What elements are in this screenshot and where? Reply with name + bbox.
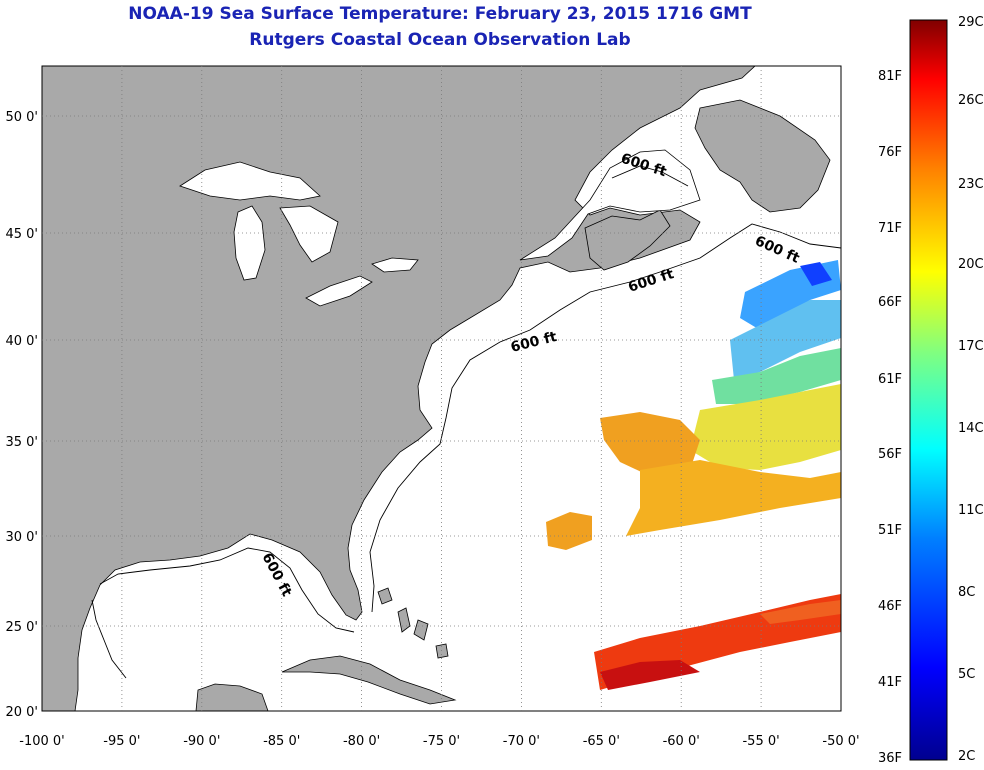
colorbar-fahrenheit-labels: 81F 76F 71F 66F 61F 56F 51F 46F 41F 36F: [878, 69, 902, 766]
colorbar-fahrenheit-label: 76F: [878, 145, 902, 160]
colorbar-celsius-label: 14C: [958, 421, 984, 436]
sst-swath-middle: [546, 412, 841, 550]
lake-erie: [305, 275, 373, 307]
latitude-tick-label: 50 0': [5, 110, 38, 125]
colorbar-fahrenheit-label: 36F: [878, 751, 902, 766]
longitude-tick-label: -80 0': [343, 734, 380, 749]
colorbar-celsius-label: 11C: [958, 503, 984, 518]
colorbar-celsius-label: 29C: [958, 15, 984, 30]
map-title: NOAA-19 Sea Surface Temperature: Februar…: [128, 4, 752, 24]
longitude-tick-label: -50 0': [822, 734, 859, 749]
colorbar-fahrenheit-label: 41F: [878, 675, 902, 690]
longitude-tick-label: -60 0': [663, 734, 700, 749]
land-nova-scotia: [584, 209, 671, 271]
colorbar-fahrenheit-label: 81F: [878, 69, 902, 84]
colorbar-celsius-label: 5C: [958, 667, 975, 682]
longitude-tick-label: -100 0': [19, 734, 64, 749]
latitude-tick-label: 25 0': [5, 620, 38, 635]
longitude-tick-label: -70 0': [503, 734, 540, 749]
latitude-tick-label: 45 0': [5, 227, 38, 242]
sst-swath-south: [594, 594, 841, 690]
longitude-tick-label: -95 0': [103, 734, 140, 749]
latitude-tick-labels: 50 0' 45 0' 40 0' 35 0' 30 0' 25 0' 20 0': [5, 110, 38, 720]
map-subtitle: Rutgers Coastal Ocean Observation Lab: [249, 30, 631, 50]
longitude-tick-label: -85 0': [263, 734, 300, 749]
colorbar-celsius-label: 8C: [958, 585, 975, 600]
lake-superior: [179, 161, 321, 201]
colorbar: [909, 19, 948, 761]
colorbar-celsius-label: 17C: [958, 339, 984, 354]
longitude-tick-labels: -100 0' -95 0' -90 0' -85 0' -80 0' -75 0' -70…: [19, 734, 859, 749]
longitude-tick-label: -65 0': [583, 734, 620, 749]
latitude-tick-label: 30 0': [5, 530, 38, 545]
colorbar-celsius-labels: 29C 26C 23C 20C 17C 14C 11C 8C 5C 2C: [958, 15, 984, 764]
colorbar-celsius-label: 26C: [958, 93, 984, 108]
colorbar-fahrenheit-label: 51F: [878, 523, 902, 538]
longitude-tick-label: -75 0': [423, 734, 460, 749]
colorbar-fahrenheit-label: 46F: [878, 599, 902, 614]
lake-huron: [279, 205, 339, 263]
shelf-contour-gulf-st-lawrence: [611, 165, 689, 187]
colorbar-celsius-label: 2C: [958, 749, 975, 764]
colorbar-celsius-label: 23C: [958, 177, 984, 192]
sst-swath-north: [690, 260, 841, 470]
colorbar-fahrenheit-label: 56F: [878, 447, 902, 462]
land-newfoundland: [694, 99, 831, 213]
latitude-tick-label: 20 0': [5, 705, 38, 720]
shelf-contour-600ft: [369, 223, 841, 613]
colorbar-fahrenheit-label: 61F: [878, 372, 902, 387]
lake-ontario: [371, 257, 419, 273]
land-yucatan: [195, 683, 269, 711]
land-cuba: [281, 655, 457, 705]
colorbar-celsius-label: 20C: [958, 257, 984, 272]
lake-michigan: [233, 205, 266, 281]
gulf-shelf-contour: [91, 547, 355, 679]
latitude-tick-label: 40 0': [5, 334, 38, 349]
longitude-tick-label: -55 0': [742, 734, 779, 749]
land-bahamas: [377, 587, 449, 659]
latitude-tick-label: 35 0': [5, 435, 38, 450]
st-lawrence-gulf: [519, 149, 701, 261]
colorbar-fahrenheit-label: 71F: [878, 221, 902, 236]
longitude-tick-label: -90 0': [183, 734, 220, 749]
colorbar-fahrenheit-label: 66F: [878, 295, 902, 310]
